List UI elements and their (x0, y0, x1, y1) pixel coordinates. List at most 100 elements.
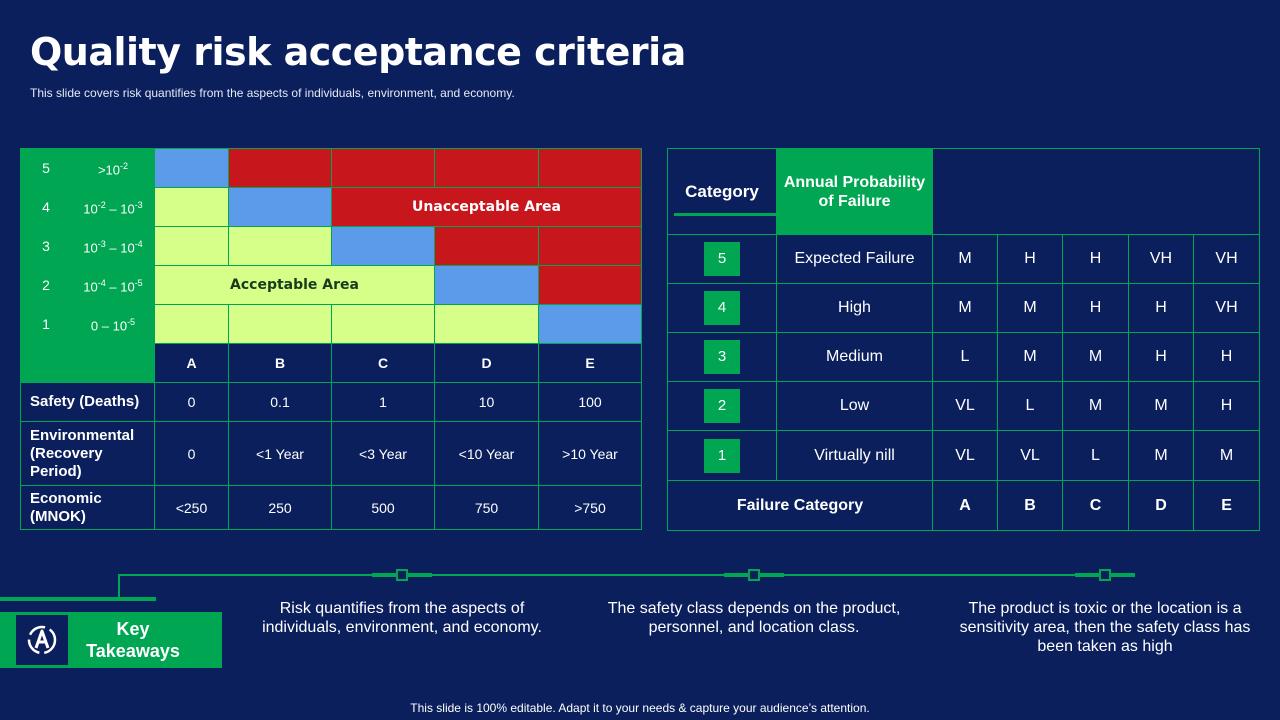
column-header: E (538, 343, 642, 383)
matrix-cell-red (538, 226, 642, 266)
matrix-cell-blue (538, 304, 642, 344)
criteria-value: <250 (154, 485, 229, 530)
matrix-cell-red (331, 148, 435, 188)
risk-value: H (997, 234, 1063, 284)
risk-value: H (1062, 234, 1129, 284)
risk-value: H (1128, 283, 1194, 333)
header-empty (931, 148, 1261, 235)
key-takeaways-label: Key Takeaways (86, 619, 180, 661)
matrix-cell-light-green (434, 304, 539, 344)
timeline-connector (118, 574, 1134, 576)
failure-category-table: Category Annual Probability of Failure 5… (667, 148, 1261, 531)
category-header: Category (667, 148, 777, 235)
risk-value: M (1128, 381, 1194, 431)
failure-category-value: D (1128, 480, 1194, 531)
probability-number: 3 (20, 226, 72, 266)
matrix-cell-red (434, 148, 539, 188)
criteria-value: 10 (434, 382, 539, 422)
column-header: B (228, 343, 332, 383)
timeline-node (1075, 567, 1135, 583)
table-row: 2 Low VL L M M H (667, 381, 1261, 431)
criteria-value: <3 Year (331, 421, 435, 486)
column-header: D (434, 343, 539, 383)
criteria-value: 0 (154, 421, 229, 486)
probability-header: Annual Probability of Failure (776, 148, 933, 235)
criteria-value: <1 Year (228, 421, 332, 486)
matrix-cell-blue (434, 265, 539, 305)
risk-value: M (932, 283, 998, 333)
failure-category-label: Failure Category (667, 480, 933, 531)
criteria-value: >10 Year (538, 421, 642, 486)
matrix-cell-red (228, 148, 332, 188)
category-label: High (776, 283, 933, 333)
risk-value: M (1062, 381, 1129, 431)
probability-range: >10-2 (71, 148, 155, 188)
criteria-value: 0.1 (228, 382, 332, 422)
risk-value: H (1192, 381, 1261, 431)
page-subtitle: This slide covers risk quantifies from t… (30, 86, 515, 100)
risk-value: M (1192, 430, 1261, 481)
matrix-cell-light-green (331, 304, 435, 344)
column-header: C (331, 343, 435, 383)
timeline-node (724, 567, 784, 583)
category-badge-cell: 1 (667, 430, 777, 481)
risk-value: H (1062, 283, 1129, 333)
criteria-value: 750 (434, 485, 539, 530)
risk-value: M (932, 234, 998, 284)
failure-category-value: E (1192, 480, 1261, 531)
probability-range: 0 – 10-5 (71, 304, 155, 344)
failure-category-value: B (997, 480, 1063, 531)
page-title: Quality risk acceptance criteria (30, 30, 686, 74)
matrix-cell-blue (331, 226, 435, 266)
takeaway-text: The product is toxic or the location is … (959, 600, 1251, 655)
matrix-cell-red (538, 265, 642, 305)
matrix-cell-red (434, 226, 539, 266)
matrix-row-3: 3 10-3 – 10-4 (20, 226, 642, 266)
timeline-drop (118, 574, 120, 598)
criteria-value: 1 (331, 382, 435, 422)
risk-value: VH (1128, 234, 1194, 284)
probability-number: 1 (20, 304, 72, 344)
key-takeaways-box: Key Takeaways (0, 612, 222, 668)
probability-number: 5 (20, 148, 72, 188)
matrix-row-1: 1 0 – 10-5 (20, 304, 642, 344)
risk-value: VH (1192, 283, 1261, 333)
category-badge: 4 (704, 291, 740, 325)
criteria-label: Environmental (Recovery Period) (20, 421, 155, 486)
takeaway-text: The safety class depends on the product,… (607, 600, 901, 636)
category-badge-cell: 3 (667, 332, 777, 382)
category-label: Medium (776, 332, 933, 382)
acceptable-area-label: Acceptable Area (154, 265, 435, 305)
risk-value: L (1062, 430, 1129, 481)
category-badge: 2 (704, 389, 740, 423)
criteria-label: Safety (Deaths) (20, 382, 155, 422)
takeaway-icon (16, 615, 68, 665)
probability-range: 10-4 – 10-5 (71, 265, 155, 305)
header-row: Category Annual Probability of Failure (667, 148, 1261, 235)
failure-category-value: C (1062, 480, 1129, 531)
risk-value: L (932, 332, 998, 382)
matrix-cell-blue (228, 187, 332, 227)
footer-note: This slide is 100% editable. Adapt it to… (410, 701, 870, 715)
category-badge-cell: 5 (667, 234, 777, 284)
risk-value: M (997, 283, 1063, 333)
probability-number: 4 (20, 187, 72, 227)
criteria-row-environmental: Environmental (Recovery Period) 0 <1 Yea… (20, 421, 642, 486)
probability-range: 10-2 – 10-3 (71, 187, 155, 227)
table-row: 3 Medium L M M H H (667, 332, 1261, 382)
criteria-row-economic: Economic (MNOK) <250 250 500 750 >750 (20, 485, 642, 530)
risk-value: M (1062, 332, 1129, 382)
category-badge-cell: 2 (667, 381, 777, 431)
risk-value: L (997, 381, 1063, 431)
risk-value: VH (1192, 234, 1261, 284)
criteria-value: 250 (228, 485, 332, 530)
criteria-row-safety: Safety (Deaths) 0 0.1 1 10 100 (20, 382, 642, 422)
category-label: Virtually nill (776, 430, 933, 481)
matrix-cell-light-green (228, 226, 332, 266)
risk-value: VL (997, 430, 1063, 481)
risk-value: H (1192, 332, 1261, 382)
category-badge: 1 (704, 438, 740, 473)
criteria-value: <10 Year (434, 421, 539, 486)
timeline-node (372, 567, 432, 583)
matrix-cell-light-green (154, 304, 229, 344)
